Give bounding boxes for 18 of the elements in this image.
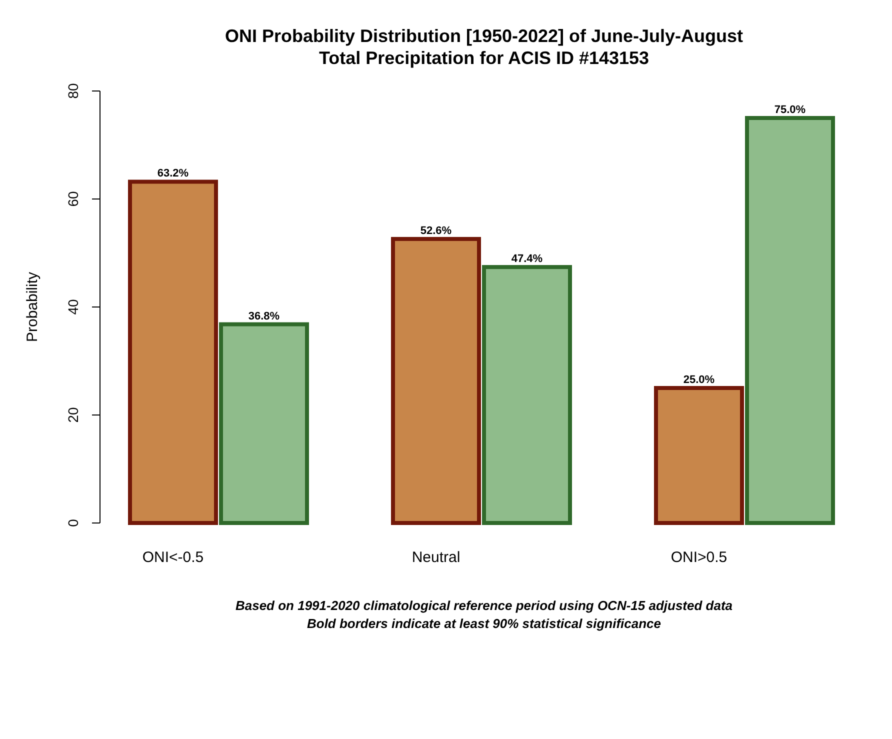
y-tick-label: 60 <box>65 191 81 207</box>
data-label: 36.8% <box>248 310 280 322</box>
data-label: 25.0% <box>683 374 715 386</box>
data-label: 63.2% <box>157 168 189 180</box>
x-tick-label: ONI<-0.5 <box>142 549 204 566</box>
y-tick-label: 20 <box>65 407 81 423</box>
data-label: 47.4% <box>511 253 543 266</box>
data-label: 75.0% <box>774 104 806 116</box>
text: Bold borders indicate at least 90% statistical significance <box>306 616 662 631</box>
y-tick-label: 40 <box>65 299 81 315</box>
y-axis-title: Probability <box>24 271 41 342</box>
y-tick-label: 0 <box>65 518 81 527</box>
chart-title: ONI Probability Distribution [1950-2022] of June-July-August Total Precipitation for ACIS ID #143153 <box>224 26 744 68</box>
x-tick-label: ONI>0.5 <box>670 549 728 566</box>
x-tick-label: Neutral <box>412 549 460 566</box>
text: Based on 1991-2020 climatological reference period using OCN-15 adjusted data <box>235 598 733 613</box>
data-label: 52.6% <box>420 224 452 237</box>
y-tick-label: 80 <box>65 83 81 99</box>
